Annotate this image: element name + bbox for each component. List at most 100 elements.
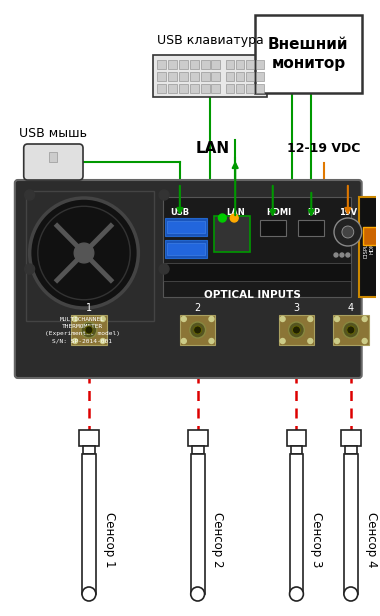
Bar (298, 220, 324, 236)
Bar (236, 60, 244, 69)
Circle shape (81, 322, 97, 338)
Text: USB клавиатура: USB клавиатура (157, 34, 263, 47)
Bar (363, 227, 378, 245)
Bar (279, 315, 314, 345)
Circle shape (85, 326, 93, 334)
Bar (190, 72, 199, 81)
Bar (165, 240, 207, 258)
Bar (190, 60, 199, 69)
Text: 1: 1 (86, 303, 92, 313)
Bar (188, 430, 207, 446)
Circle shape (344, 587, 358, 601)
Bar (344, 454, 358, 594)
Bar (157, 84, 166, 93)
Bar (153, 55, 267, 97)
Text: Сенсор 4: Сенсор 4 (365, 513, 378, 568)
Bar (163, 197, 351, 297)
Text: 4: 4 (348, 303, 354, 313)
Bar (246, 72, 254, 81)
Bar (168, 84, 177, 93)
Bar (236, 84, 244, 93)
Bar (256, 72, 264, 81)
Bar (167, 221, 204, 233)
Bar (333, 315, 369, 345)
Bar (179, 72, 188, 81)
Bar (212, 72, 220, 81)
Bar (255, 15, 362, 93)
Bar (201, 72, 209, 81)
Text: OPTICAL INPUTS: OPTICAL INPUTS (204, 290, 301, 300)
Bar (212, 60, 220, 69)
Bar (49, 152, 57, 162)
Text: LAN: LAN (226, 208, 245, 217)
Bar (163, 263, 351, 281)
Bar (79, 430, 99, 446)
Text: 3: 3 (293, 303, 299, 313)
Circle shape (342, 226, 354, 238)
Bar (359, 197, 378, 297)
Text: DP: DP (308, 208, 321, 217)
Text: USB мышь: USB мышь (19, 127, 87, 140)
Circle shape (308, 339, 313, 344)
Bar (71, 315, 107, 345)
Circle shape (308, 317, 313, 322)
Bar (165, 218, 207, 236)
Bar (236, 72, 244, 81)
Bar (246, 60, 254, 69)
Circle shape (159, 190, 169, 200)
Circle shape (73, 339, 78, 344)
Bar (226, 60, 234, 69)
Bar (168, 60, 177, 69)
Circle shape (334, 218, 362, 246)
Circle shape (290, 587, 303, 601)
Text: LAN: LAN (195, 140, 230, 155)
Circle shape (191, 587, 204, 601)
Circle shape (346, 253, 350, 257)
Text: Сенсор 2: Сенсор 2 (212, 513, 225, 568)
Circle shape (334, 317, 339, 322)
Bar (226, 84, 234, 93)
Circle shape (280, 317, 285, 322)
Text: MULTICHANNEL
THERMOMETER
(Experimental model)
S/N: SP-2014-001: MULTICHANNEL THERMOMETER (Experimental m… (44, 317, 120, 343)
Bar (82, 454, 96, 594)
Text: HDMI: HDMI (266, 208, 291, 217)
Bar (290, 454, 303, 594)
FancyBboxPatch shape (24, 144, 83, 180)
Bar (180, 315, 215, 345)
Text: DISPLAY
HDMI: DISPLAY HDMI (363, 237, 374, 257)
Circle shape (25, 190, 35, 200)
Bar (260, 220, 286, 236)
Bar (83, 446, 95, 454)
Bar (191, 454, 204, 594)
Bar (212, 84, 220, 93)
Bar (214, 216, 250, 252)
Circle shape (25, 264, 35, 274)
Bar (291, 446, 302, 454)
Text: USB: USB (170, 208, 189, 217)
Text: Внешний
монитор: Внешний монитор (268, 37, 348, 71)
Circle shape (293, 326, 301, 334)
Circle shape (343, 322, 359, 338)
Bar (287, 430, 306, 446)
Circle shape (347, 326, 355, 334)
Circle shape (100, 339, 105, 344)
Bar (192, 446, 204, 454)
Circle shape (230, 214, 238, 222)
Text: 19V: 19V (339, 208, 357, 217)
Bar (256, 84, 264, 93)
Circle shape (209, 317, 214, 322)
Bar (201, 84, 209, 93)
Circle shape (73, 317, 78, 322)
Bar (179, 84, 188, 93)
Bar (190, 84, 199, 93)
Circle shape (190, 322, 206, 338)
Text: 12-19 VDC: 12-19 VDC (287, 142, 361, 155)
Circle shape (362, 339, 367, 344)
Circle shape (82, 587, 96, 601)
Bar (226, 72, 234, 81)
Circle shape (340, 253, 344, 257)
Bar (341, 430, 361, 446)
Bar (179, 60, 188, 69)
Bar (26, 191, 154, 321)
Circle shape (30, 198, 138, 308)
